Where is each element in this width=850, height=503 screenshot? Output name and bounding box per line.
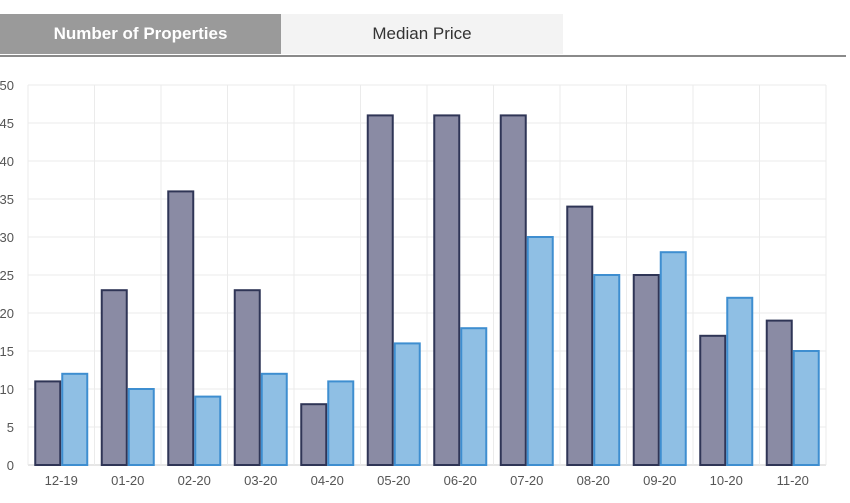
bar-series-a (300, 403, 328, 467)
x-tick-label: 05-20 (377, 473, 410, 488)
x-tick-label: 07-20 (510, 473, 543, 488)
bar-series-b (327, 380, 355, 466)
bar-series-a (765, 319, 793, 466)
y-tick-label: 35 (0, 192, 14, 207)
bar-series-b (194, 395, 222, 467)
y-tick-label: 20 (0, 306, 14, 321)
bar-series-b (659, 251, 687, 466)
x-tick-label: 09-20 (643, 473, 676, 488)
bar-series-b (726, 296, 754, 466)
y-tick-label: 15 (0, 344, 14, 359)
y-tick-label: 10 (0, 382, 14, 397)
tab-number-of-properties[interactable]: Number of Properties (0, 14, 281, 54)
bar-series-a (100, 289, 128, 466)
y-tick-label: 45 (0, 116, 14, 131)
x-tick-label: 11-20 (777, 473, 809, 488)
x-tick-label: 06-20 (444, 473, 477, 488)
y-tick-label: 5 (7, 420, 14, 435)
x-tick-label: 12-19 (45, 473, 78, 488)
y-tick-label: 40 (0, 154, 14, 169)
bar-series-a (34, 380, 62, 466)
x-tick-label: 02-20 (178, 473, 211, 488)
y-tick-label: 25 (0, 268, 14, 283)
bar-series-b (460, 327, 488, 467)
bar-series-b (593, 274, 621, 466)
bar-series-b (61, 372, 89, 466)
bar-series-b (260, 372, 288, 466)
bar-chart: 0 5 10 15 20 25 30 35 40 45 50 12-19 01-20 02-20 03-20… (0, 78, 827, 488)
y-tick-label: 30 (0, 230, 14, 245)
tab-underline (0, 55, 846, 57)
x-tick-label: 03-20 (244, 473, 277, 488)
x-tick-label: 04-20 (311, 473, 344, 488)
y-tick-label: 0 (7, 458, 14, 473)
bar-series-a (167, 190, 195, 467)
tab-median-price[interactable]: Median Price (281, 14, 563, 54)
y-tick-label: 50 (0, 78, 14, 93)
grid (27, 84, 827, 466)
bar-series-b (127, 388, 155, 466)
bars (34, 114, 820, 467)
bar-series-a (433, 114, 461, 467)
x-tick-label: 08-20 (577, 473, 610, 488)
bar-series-a (233, 289, 261, 466)
bar-series-b (526, 236, 554, 466)
bar-series-a (366, 114, 394, 467)
bar-series-b (393, 342, 421, 466)
bar-series-a (566, 205, 594, 466)
bar-series-b (792, 350, 820, 466)
bar-series-a (499, 114, 527, 467)
x-tick-label: 01-20 (111, 473, 144, 488)
bar-series-a (632, 274, 660, 466)
bar-series-a (699, 334, 727, 466)
x-tick-label: 10-20 (710, 473, 743, 488)
axes: 0 5 10 15 20 25 30 35 40 45 50 12-19 01-20 02-20 03-20… (0, 78, 809, 488)
tab-bar: Number of Properties Median Price (0, 14, 846, 57)
